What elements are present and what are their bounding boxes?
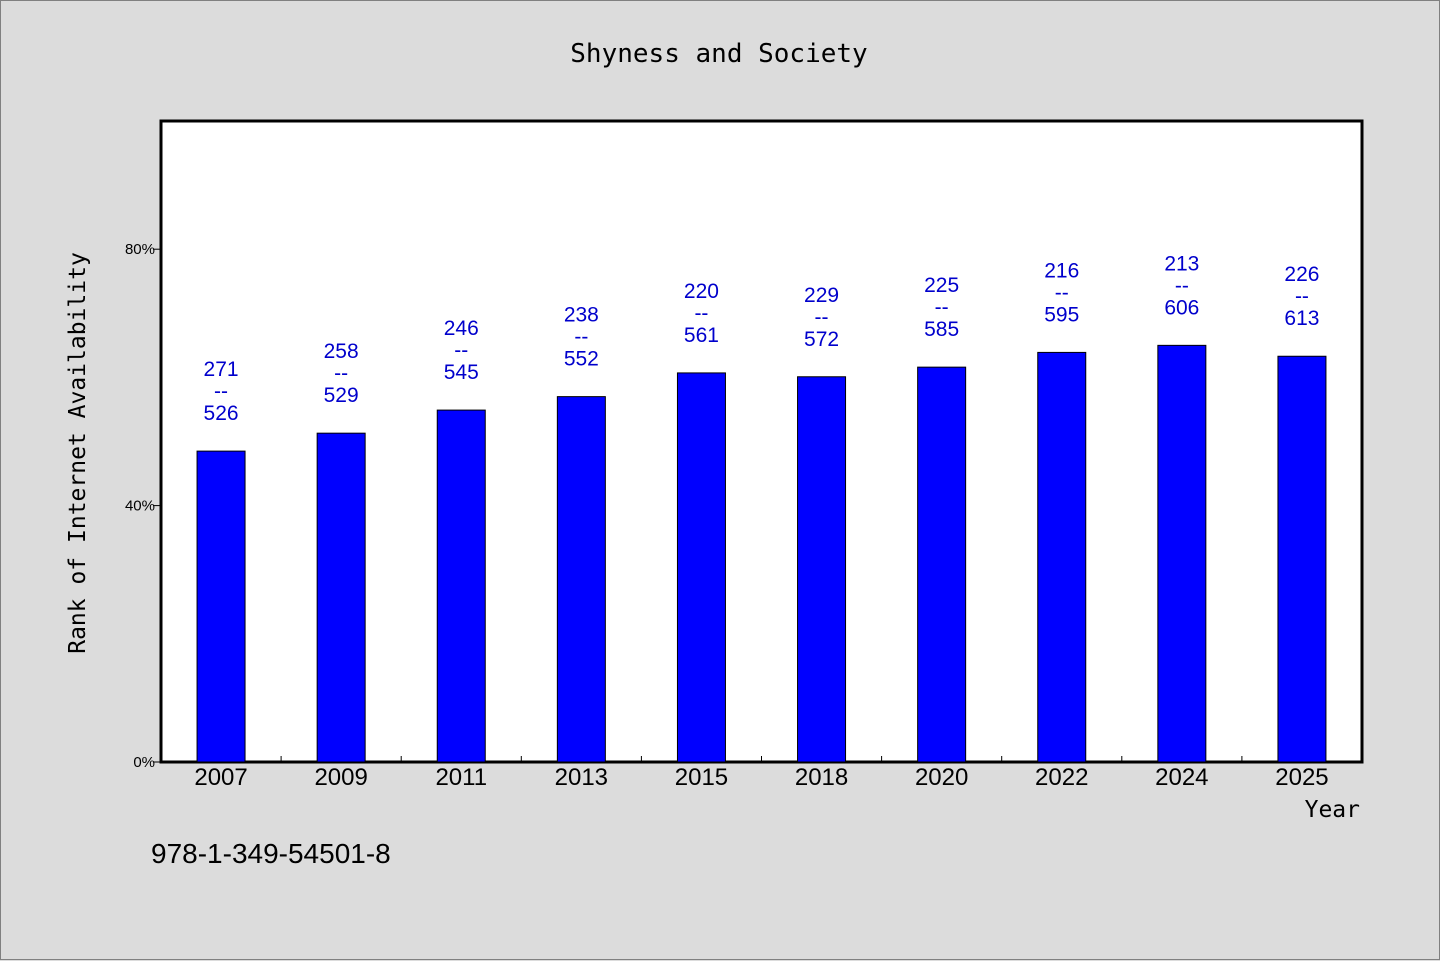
x-tick-label: 2011 <box>435 764 487 791</box>
chart-title: Shyness and Society <box>570 39 867 69</box>
x-tick-label: 2013 <box>555 764 608 791</box>
data-label: -- <box>334 362 348 385</box>
data-label: 613 <box>1284 307 1319 330</box>
data-label: -- <box>1055 281 1069 304</box>
bar <box>196 450 246 763</box>
data-label: 572 <box>804 328 839 351</box>
data-label: 229 <box>804 284 839 307</box>
data-label: -- <box>1295 285 1309 308</box>
data-label: 526 <box>204 402 239 425</box>
x-axis-ticks: 2007 2009 2011 2013 2015 2018 2020 2022 2024 2025 <box>194 756 1329 791</box>
x-tick-label: 2022 <box>1035 764 1088 791</box>
bar <box>1277 355 1327 763</box>
y-axis-label: Rank of Internet Availability <box>65 252 91 654</box>
data-label: -- <box>214 380 228 403</box>
data-label: 225 <box>924 274 959 297</box>
bar <box>556 396 606 763</box>
data-labels: 271--526258--529246--545238--552220--561… <box>204 252 1320 425</box>
bar <box>436 409 486 763</box>
y-axis-ticks: 0% 40% 80% <box>125 241 161 771</box>
y-tick-label: 80% <box>125 241 155 258</box>
data-label: 216 <box>1044 259 1079 282</box>
data-label: -- <box>574 326 588 349</box>
x-tick-label: 2024 <box>1155 764 1208 791</box>
data-label: 545 <box>444 361 479 384</box>
bar <box>1037 351 1087 763</box>
data-label: 213 <box>1164 252 1199 275</box>
bar <box>676 372 726 763</box>
data-label: 552 <box>564 348 599 371</box>
data-label: 595 <box>1044 303 1079 326</box>
data-label: -- <box>454 339 468 362</box>
data-label: 585 <box>924 318 959 341</box>
bar <box>1157 344 1207 763</box>
y-tick-label: 0% <box>133 754 155 771</box>
x-tick-label: 2007 <box>194 764 247 791</box>
data-label: 606 <box>1164 296 1199 319</box>
x-tick-label: 2020 <box>915 764 968 791</box>
data-label: 226 <box>1284 263 1319 286</box>
bars <box>196 344 1327 763</box>
isbn-text: 978-1-349-54501-8 <box>151 838 391 869</box>
data-label: 561 <box>684 324 719 347</box>
data-label: 246 <box>444 317 479 340</box>
data-label: -- <box>815 306 829 329</box>
data-label: 220 <box>684 280 719 303</box>
x-tick-label: 2025 <box>1275 764 1328 791</box>
x-tick-label: 2018 <box>795 764 848 791</box>
x-tick-label: 2015 <box>675 764 728 791</box>
bar <box>917 366 967 763</box>
data-label: -- <box>1175 274 1189 297</box>
data-label: 529 <box>324 384 359 407</box>
bar <box>797 376 847 763</box>
data-label: 258 <box>324 340 359 363</box>
data-label: 271 <box>204 358 239 381</box>
x-tick-label: 2009 <box>314 764 367 791</box>
y-tick-label: 40% <box>125 498 155 515</box>
x-axis-label: Year <box>1305 797 1360 823</box>
bar <box>316 432 366 763</box>
data-label: 238 <box>564 304 599 327</box>
data-label: -- <box>694 302 708 325</box>
data-label: -- <box>935 296 949 319</box>
